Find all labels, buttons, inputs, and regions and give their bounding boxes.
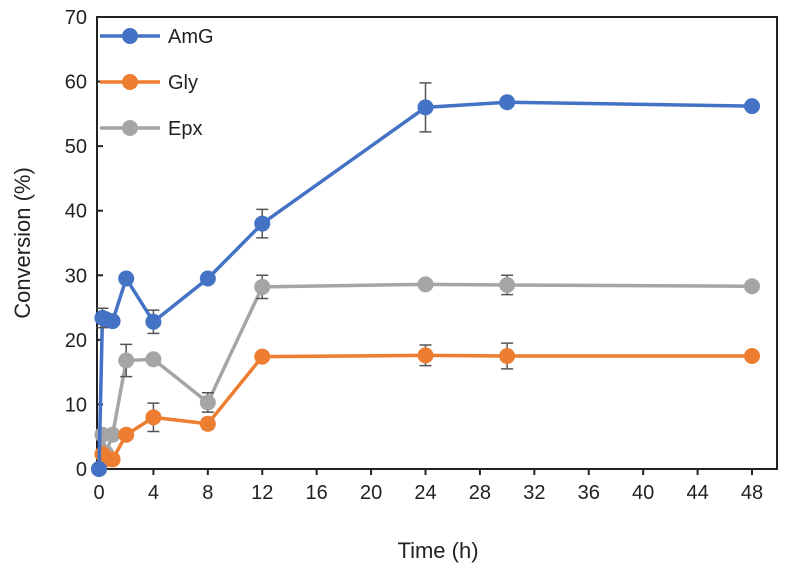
data-point xyxy=(254,278,271,295)
legend-label: Epx xyxy=(168,118,202,140)
x-tick-label: 36 xyxy=(578,482,600,504)
x-tick-label: 0 xyxy=(93,482,104,504)
data-point xyxy=(744,348,760,364)
y-tick-label: 70 xyxy=(65,7,87,29)
x-tick-label: 32 xyxy=(523,482,545,504)
series-amg xyxy=(91,82,760,477)
x-tick-label: 8 xyxy=(202,482,213,504)
series-line xyxy=(97,353,752,470)
data-point xyxy=(145,409,162,426)
x-tick-label: 48 xyxy=(741,482,763,504)
x-tick-label: 4 xyxy=(148,482,159,504)
data-point xyxy=(118,270,135,287)
x-tick-label: 12 xyxy=(251,482,273,504)
legend-marker xyxy=(122,120,138,136)
series-epx xyxy=(91,274,760,477)
y-tick-label: 40 xyxy=(65,201,87,223)
data-point xyxy=(199,415,216,432)
data-point xyxy=(744,98,760,115)
data-point xyxy=(417,99,434,116)
x-tick-label: 40 xyxy=(632,482,654,504)
series-line xyxy=(97,282,753,470)
y-axis-label: Conversion (%) xyxy=(10,167,35,319)
legend-marker xyxy=(122,28,138,44)
data-point xyxy=(118,352,135,369)
x-tick-label: 24 xyxy=(414,482,436,504)
data-point xyxy=(199,270,216,287)
data-point xyxy=(254,215,271,232)
data-point xyxy=(145,351,162,368)
y-tick-label: 50 xyxy=(65,136,87,158)
y-tick-label: 0 xyxy=(76,459,87,481)
y-tick-label: 10 xyxy=(65,394,87,416)
data-point xyxy=(499,276,516,293)
series-gly xyxy=(91,342,760,477)
x-tick-label: 44 xyxy=(686,482,708,504)
x-tick-label: 28 xyxy=(469,482,491,504)
legend-marker xyxy=(122,74,138,90)
x-tick-label: 16 xyxy=(306,482,328,504)
legend-label: AmG xyxy=(168,26,214,48)
data-point xyxy=(118,426,135,443)
y-tick-label: 30 xyxy=(65,265,87,287)
legend-label: Gly xyxy=(168,72,198,94)
x-axis-label: Time (h) xyxy=(397,538,478,563)
data-point xyxy=(104,313,121,330)
data-point xyxy=(199,394,216,411)
plot-frame xyxy=(96,16,778,470)
data-point xyxy=(91,461,107,477)
data-point xyxy=(417,276,434,293)
data-point xyxy=(417,347,434,364)
y-tick-label: 60 xyxy=(65,72,87,94)
data-point xyxy=(499,348,516,364)
data-point xyxy=(254,348,271,365)
data-point xyxy=(499,94,516,111)
y-tick-label: 20 xyxy=(65,330,87,352)
data-point xyxy=(744,278,760,295)
data-point xyxy=(104,426,121,443)
data-point xyxy=(104,451,121,468)
x-tick-label: 20 xyxy=(360,482,382,504)
data-point xyxy=(145,313,162,330)
